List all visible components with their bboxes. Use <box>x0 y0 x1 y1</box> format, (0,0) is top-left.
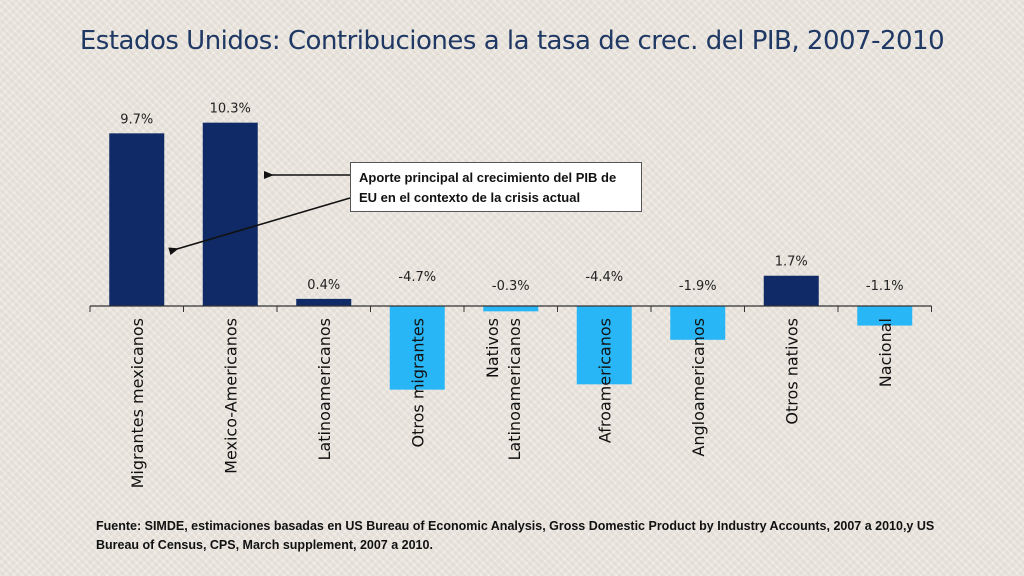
data-label: -4.7% <box>398 270 436 285</box>
category-label: Nacional <box>876 318 895 387</box>
bar <box>389 306 445 390</box>
category-label: Migrantes mexicanos <box>128 318 147 488</box>
category-label: Afroamericanos <box>595 318 614 443</box>
data-label: 9.7% <box>120 112 153 127</box>
bar <box>296 298 352 306</box>
bar <box>483 306 539 312</box>
arrow-to-migrantes-mexicanos <box>168 197 351 256</box>
category-label: Angloamericanos <box>689 318 708 457</box>
category-label: Otros migrantes <box>408 318 427 447</box>
bar <box>202 122 258 306</box>
bar <box>857 306 913 326</box>
bar <box>109 133 165 306</box>
bar <box>763 275 819 306</box>
page-title: Estados Unidos: Contribuciones a la tasa… <box>79 26 945 56</box>
category-label: Latinoamericanos <box>505 318 524 461</box>
source-footnote: Fuente: SIMDE, estimaciones basadas en U… <box>96 519 935 552</box>
data-label: -1.1% <box>866 279 904 294</box>
data-label: 10.3% <box>210 102 251 117</box>
data-label: -0.3% <box>492 279 530 294</box>
data-label: -4.4% <box>585 270 623 285</box>
bar <box>576 306 632 385</box>
category-label: Mexico-Americanos <box>221 318 240 474</box>
data-label: 0.4% <box>307 278 340 293</box>
category-label: Otros nativos <box>782 318 801 425</box>
bar <box>670 306 726 340</box>
annotation-arrows <box>168 171 351 256</box>
category-label: Nativos <box>483 318 502 378</box>
data-label: 1.7% <box>775 255 808 270</box>
data-label: -1.9% <box>679 279 717 294</box>
category-label: Latinoamericanos <box>315 318 334 461</box>
annotation-box: Aporte principal al crecimiento del PIB … <box>350 162 642 212</box>
